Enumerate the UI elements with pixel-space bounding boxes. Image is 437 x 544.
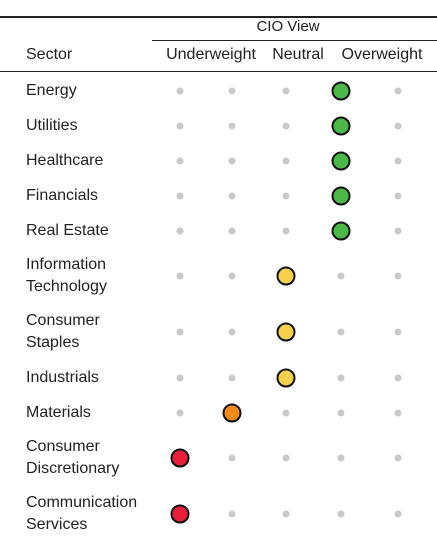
empty-dot [228,192,236,199]
rating-circle [276,368,296,387]
sector-label: Communication Services [26,494,138,533]
empty-dot [394,272,402,280]
row: Financials [0,178,437,213]
row: Energy [0,73,437,108]
rating-circle [331,81,351,100]
empty-dot [228,328,236,336]
group-rule [152,40,437,41]
empty-dot [394,122,402,129]
empty-dot [282,122,290,129]
empty-dot [282,87,290,94]
top-rule [0,16,437,18]
empty-dot [394,192,402,199]
row: Materials [0,395,437,430]
header-rule [0,71,437,72]
empty-dot [282,510,290,518]
empty-dot [176,272,184,280]
row: Industrials [0,360,437,395]
empty-dot [394,454,402,462]
rating-circle [170,504,190,524]
empty-dot [228,454,236,462]
rating-circle [331,221,351,240]
empty-dot [176,192,184,199]
rating-header: Underweight [166,46,256,63]
rows: Energy Utilities Healthcare Financials Real … [0,73,437,542]
empty-dot [176,227,184,234]
empty-dot [394,328,402,336]
rating-circle [222,403,242,422]
empty-dot [337,510,345,518]
empty-dot [394,157,402,164]
sector-label: Materials [26,403,91,421]
empty-dot [394,409,402,416]
sector-label: Industrials [26,368,99,386]
empty-dot [282,409,290,416]
row: Communication Services [0,486,437,542]
empty-dot [394,87,402,94]
row: Real Estate [0,213,437,248]
rating-header: Overweight [341,46,423,63]
empty-dot [282,157,290,164]
empty-dot [176,409,184,416]
empty-dot [176,374,184,381]
sector-label: Financials [26,186,99,204]
empty-dot [228,227,236,234]
rating-circle [170,448,190,468]
empty-dot [394,227,402,234]
sector-label: Information Technology [26,256,107,295]
sector-label: Consumer Discretionary [26,438,120,477]
sector-label: Healthcare [26,151,104,169]
empty-dot [282,192,290,199]
sector-label: Real Estate [26,221,109,239]
empty-dot [228,272,236,280]
empty-dot [228,87,236,94]
empty-dot [282,454,290,462]
rating-header: Neutral [272,46,324,63]
row: Utilities [0,108,437,143]
row: Healthcare [0,143,437,178]
rating-circle [331,151,351,170]
rating-circle [276,322,296,342]
empty-dot [394,374,402,381]
row: Information Technology [0,248,437,304]
sector-header: Sector [26,46,73,63]
empty-dot [176,87,184,94]
empty-dot [337,272,345,280]
row: Consumer Discretionary [0,430,437,486]
rating-circle [331,116,351,135]
sector-label: Consumer Staples [26,312,100,351]
empty-dot [176,122,184,129]
empty-dot [282,227,290,234]
empty-dot [176,157,184,164]
empty-dot [337,374,345,381]
sector-label: Utilities [26,116,78,134]
empty-dot [228,510,236,518]
empty-dot [228,374,236,381]
empty-dot [337,454,345,462]
sector-label: Energy [26,81,77,99]
empty-dot [176,328,184,336]
empty-dot [394,510,402,518]
empty-dot [228,157,236,164]
empty-dot [337,328,345,336]
rating-circle [331,186,351,205]
group-header: CIO View [256,18,320,35]
empty-dot [337,409,345,416]
empty-dot [228,122,236,129]
row: Consumer Staples [0,304,437,360]
rating-circle [276,266,296,286]
